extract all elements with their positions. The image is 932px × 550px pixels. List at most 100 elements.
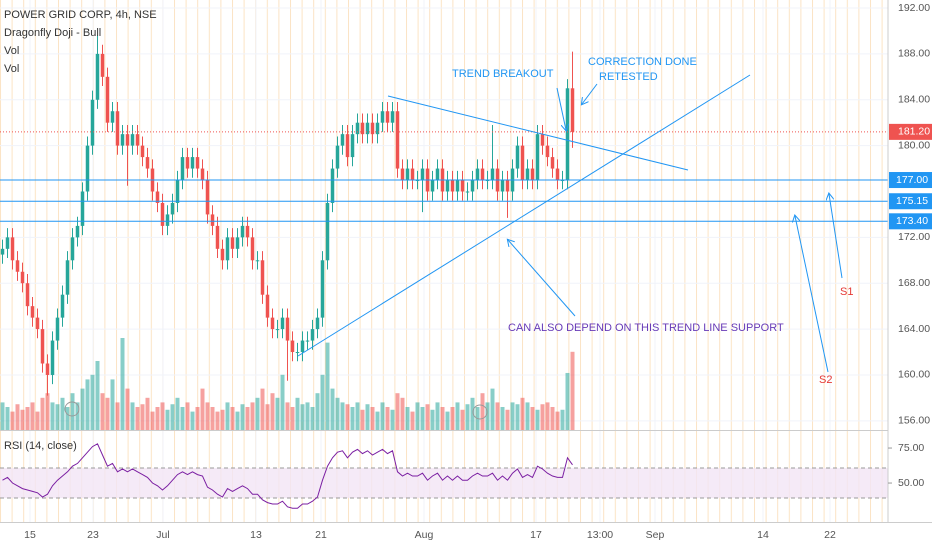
candle-body [135,134,140,146]
trend-line [297,74,751,357]
volume-bar [40,397,45,430]
candle-body [265,294,270,318]
volume-bar [120,338,125,430]
volume-bar [340,402,345,430]
arrow [795,216,829,373]
volume-bar [555,411,560,430]
volume-bar [20,409,25,430]
volume-bar [525,402,530,430]
candle-body [455,180,460,192]
candle-body [160,202,165,226]
candle-body [40,329,45,364]
volume-bar [285,402,290,430]
volume-bar [175,397,180,430]
arrow [582,83,598,104]
volume-bar [5,407,10,430]
volume-bar [430,409,435,430]
candle-body [405,168,410,181]
indicator-label: Dragonfly Doji - Bull [4,27,101,39]
candle-body [380,111,385,123]
volume-bar [270,393,275,430]
volume-bar [240,404,245,430]
volume-bar [540,404,545,430]
candle-body [140,145,145,158]
candle-body [250,237,255,261]
candle-body [395,111,400,169]
volume-bar [375,411,380,430]
candle-body [210,214,215,226]
candle-body [445,180,450,192]
candle-body [65,260,70,295]
volume-bar [155,407,160,430]
chart-title: POWER GRID CORP, 4h, NSE [4,9,157,21]
y-tick-label: 160.00 [898,369,930,381]
volume-bar [465,404,470,430]
y-tick-label: 192.00 [898,2,930,14]
volume-bar [400,397,405,430]
volume-bar [55,404,60,430]
candle-body [80,191,85,226]
candle-body [10,237,15,261]
candle-body [15,260,20,272]
volume-bar [100,393,105,430]
candle-body [230,237,235,249]
candle-body [90,99,95,146]
volume-bar [390,409,395,430]
candle-body [480,168,485,181]
candle-body [350,134,355,158]
candle-body [450,180,455,192]
candle-body [225,237,230,261]
volume-bar [480,393,485,430]
candle-body [465,191,470,193]
candle-body [525,168,530,181]
candle-body [190,157,195,169]
volume-bar [250,402,255,430]
volume-bar [530,407,535,430]
candle-body [555,168,560,181]
volume-bar [345,404,350,430]
x-tick-label: 23 [87,529,99,541]
candle-body [55,317,60,341]
x-tick-label: 15 [24,529,36,541]
x-tick-label: Jul [156,529,169,541]
volume-bar [325,342,330,430]
volume-bar [315,393,320,430]
volume-bar [0,402,5,430]
volume-bar [415,402,420,430]
volume-bar [440,407,445,430]
candle-body [155,191,160,203]
candle-body [0,248,5,255]
volume-bar [565,372,570,430]
volume-bar [85,379,90,430]
candle-body [410,168,415,181]
event-icon[interactable] [64,401,80,417]
volume-bar [420,407,425,430]
volume-bar [505,409,510,430]
volume-bar [65,407,70,430]
volume-bar [165,409,170,430]
candle-body [125,134,130,146]
candle-body [475,168,480,181]
volume-bar [50,402,55,430]
candle-body [115,111,120,146]
volume-bar [60,397,65,430]
volume-bar [300,404,305,430]
volume-bar [280,374,285,430]
y-tick-label: 188.00 [898,48,930,60]
candle-body [105,76,110,123]
volume-bar [265,404,270,430]
volume-bar [80,388,85,430]
event-icon[interactable] [472,404,488,420]
candle-body [490,168,495,181]
volume-bar [500,407,505,430]
y-tick-label: 156.00 [898,415,930,427]
arrow [508,240,576,317]
volume-bar [125,388,130,430]
volume-bar [30,402,35,430]
volume-bar [515,404,520,430]
volume-bar [105,397,110,430]
x-tick-label: Sep [646,529,665,541]
volume-bar [230,407,235,430]
candle-body [320,260,325,318]
candle-body [215,225,220,249]
